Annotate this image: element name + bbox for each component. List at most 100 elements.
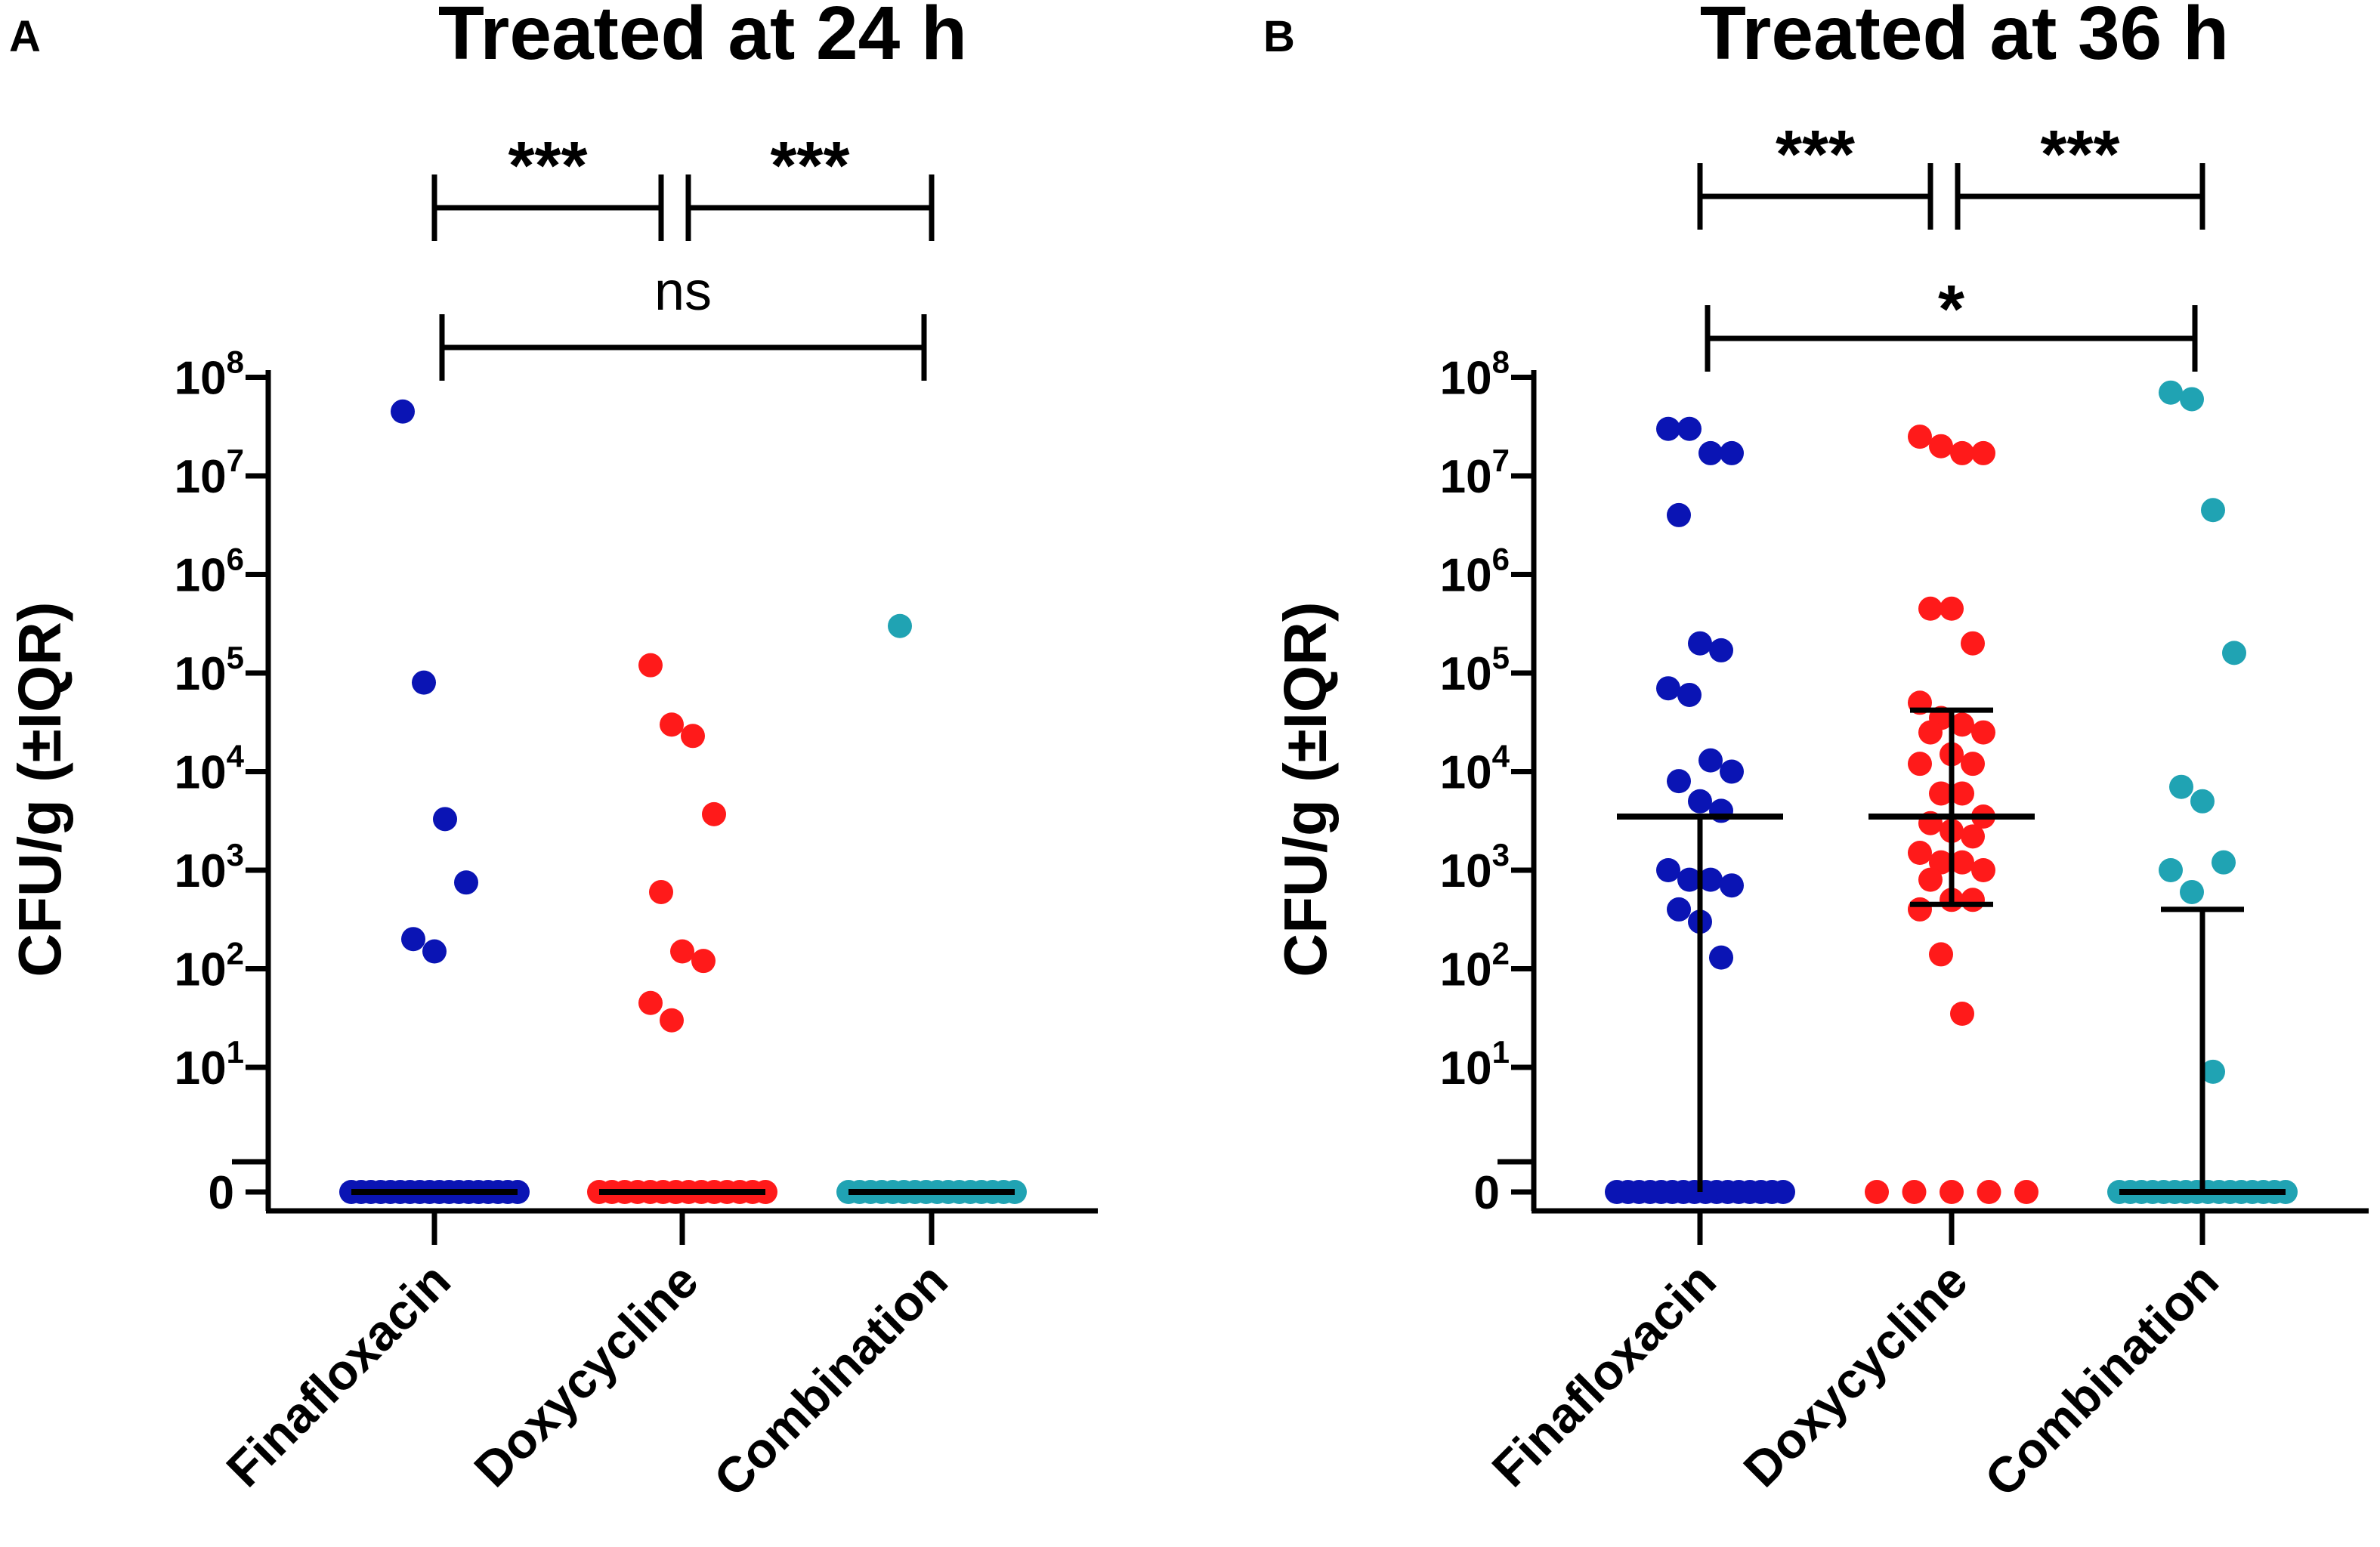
data-point: [702, 801, 726, 826]
data-point: [1677, 682, 1702, 707]
data-point: [2180, 387, 2204, 412]
y-tick-label: 105: [1440, 640, 1510, 700]
data-point: [1918, 867, 1943, 892]
data-point: [660, 1008, 684, 1033]
data-point: [1971, 858, 1995, 882]
data-point: [1929, 850, 1953, 875]
data-point: [1950, 712, 1974, 737]
data-point: [2201, 498, 2225, 523]
chart-title: Treated at 24 h: [438, 0, 967, 76]
data-point: [1950, 1001, 1974, 1026]
data-point: [2212, 850, 2236, 875]
data-point: [660, 712, 684, 737]
data-point: [1667, 502, 1691, 527]
y-tick-label: 103: [175, 837, 244, 897]
y-tick-label: 102: [175, 936, 244, 996]
data-point: [391, 399, 415, 424]
data-point: [1677, 867, 1702, 892]
data-point: [2190, 789, 2215, 814]
data-point: [1720, 873, 1744, 898]
data-point: [2201, 1059, 2225, 1084]
x-tick-label-combination: Combination: [1974, 1252, 2228, 1507]
chart-panel-b: B Treated at 36 h CFU/g (±IQR) 0 101 102 103 10…: [1263, 0, 2369, 1507]
data-point: [1950, 781, 1974, 806]
data-point: [2159, 858, 2183, 882]
data-point: [1656, 416, 1680, 441]
data-point: [1940, 1180, 1964, 1204]
significance-label: ns: [654, 261, 712, 322]
data-point: [1929, 942, 1953, 967]
y-axis-label: CFU/g (±IQR): [6, 601, 73, 977]
data-point: [1771, 1180, 1795, 1204]
data-point: [1667, 897, 1691, 922]
panel-letter: A: [9, 12, 41, 61]
data-point: [1918, 596, 1943, 621]
y-tick-label: 105: [175, 640, 244, 700]
data-point: [401, 927, 425, 952]
data-point: [1950, 850, 1974, 875]
data-point: [2180, 879, 2204, 904]
data-point: [1908, 425, 1932, 449]
data-point: [1961, 752, 1985, 777]
data-point: [1961, 631, 1985, 656]
y-tick-label: 0: [1474, 1167, 1500, 1219]
x-tick-label-finafloxacin: Finafloxacin: [1481, 1252, 1726, 1498]
y-tick-label: 108: [175, 344, 244, 405]
chart-panel-a: A Treated at 24 h CFU/g (±IQR) 0 101 102 103 10…: [6, 0, 1098, 1507]
data-point: [1971, 440, 1995, 465]
significance-label: ***: [508, 128, 587, 204]
y-tick-label: 104: [1440, 739, 1510, 799]
x-tick-label-doxycycline: Doxycycline: [1732, 1252, 1978, 1498]
data-point: [1677, 416, 1702, 441]
data-point: [1918, 720, 1943, 745]
data-point: [1950, 440, 1974, 465]
data-point: [412, 670, 436, 695]
data-point: [2169, 774, 2193, 799]
y-tick-label: 107: [175, 443, 244, 503]
data-point: [681, 724, 705, 749]
data-point: [1698, 440, 1723, 465]
y-tick-label: 103: [1440, 837, 1510, 897]
data-point: [2014, 1180, 2038, 1204]
data-point: [1709, 638, 1733, 662]
x-tick-label-combination: Combination: [703, 1252, 957, 1507]
x-tick-label-finafloxacin: Finafloxacin: [215, 1252, 461, 1498]
significance-label: ***: [2040, 117, 2119, 193]
y-tick-label: 102: [1440, 936, 1510, 996]
data-point: [1971, 720, 1995, 745]
data-point: [1720, 440, 1744, 465]
data-point: [649, 879, 673, 904]
data-point: [1698, 748, 1723, 773]
significance-label: *: [1938, 272, 1964, 347]
data-point: [454, 870, 478, 895]
data-point: [1688, 631, 1712, 656]
data-point: [2222, 641, 2246, 665]
y-tick-label: 101: [1440, 1034, 1510, 1095]
y-axis-label: CFU/g (±IQR): [1272, 601, 1339, 977]
data-point: [1709, 945, 1733, 970]
data-point: [1656, 676, 1680, 701]
data-point: [1908, 897, 1932, 922]
y-tick-label: 101: [175, 1034, 244, 1095]
data-point: [1902, 1180, 1927, 1204]
data-point: [1929, 781, 1953, 806]
y-tick-label: 0: [209, 1167, 234, 1219]
x-tick-label-doxycycline: Doxycycline: [463, 1252, 709, 1498]
data-point: [1698, 867, 1723, 892]
data-point: [1908, 752, 1932, 777]
data-point: [2159, 380, 2183, 405]
significance-label: ***: [770, 128, 849, 204]
data-point: [422, 939, 447, 964]
data-point: [638, 653, 663, 678]
data-point: [1961, 888, 1985, 912]
y-tick-label: 104: [175, 739, 245, 799]
significance-label: ***: [1776, 117, 1855, 193]
data-point: [1977, 1180, 2001, 1204]
data-point: [433, 807, 457, 832]
data-point: [1908, 841, 1932, 866]
panel-letter: B: [1263, 12, 1295, 61]
y-tick-label: 106: [1440, 542, 1510, 602]
data-point: [1929, 434, 1953, 459]
y-tick-label: 106: [175, 542, 244, 602]
